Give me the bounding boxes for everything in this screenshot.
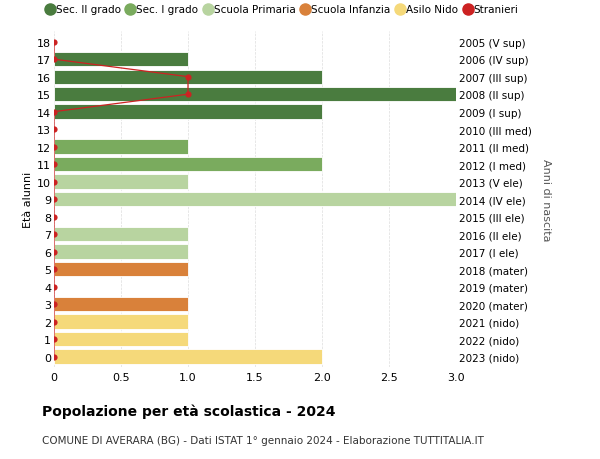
Bar — [54, 332, 188, 347]
Bar — [54, 88, 456, 102]
Bar — [54, 53, 188, 67]
Bar — [54, 245, 188, 259]
Y-axis label: Anni di nascita: Anni di nascita — [541, 158, 551, 241]
Point — [49, 39, 59, 46]
Bar — [54, 175, 188, 190]
Point — [49, 56, 59, 64]
Point — [49, 283, 59, 291]
Point — [49, 266, 59, 273]
Point — [49, 301, 59, 308]
Point — [49, 213, 59, 221]
Bar — [54, 297, 188, 312]
Bar — [54, 140, 188, 155]
Point — [49, 231, 59, 238]
Bar — [54, 157, 322, 172]
Legend: Sec. II grado, Sec. I grado, Scuola Primaria, Scuola Infanzia, Asilo Nido, Stran: Sec. II grado, Sec. I grado, Scuola Prim… — [47, 5, 518, 15]
Text: Popolazione per età scolastica - 2024: Popolazione per età scolastica - 2024 — [42, 403, 335, 418]
Bar — [54, 227, 188, 242]
Bar — [54, 105, 322, 119]
Point — [183, 91, 193, 99]
Bar — [54, 262, 188, 277]
Point — [49, 179, 59, 186]
Bar — [54, 315, 188, 329]
Point — [49, 109, 59, 116]
Point — [49, 318, 59, 325]
Bar — [54, 192, 456, 207]
Point — [49, 126, 59, 134]
Point — [49, 196, 59, 203]
Point — [49, 161, 59, 168]
Bar — [54, 70, 322, 84]
Point — [183, 74, 193, 81]
Point — [49, 336, 59, 343]
Point — [49, 248, 59, 256]
Bar — [54, 350, 322, 364]
Text: COMUNE DI AVERARA (BG) - Dati ISTAT 1° gennaio 2024 - Elaborazione TUTTITALIA.IT: COMUNE DI AVERARA (BG) - Dati ISTAT 1° g… — [42, 435, 484, 445]
Point — [49, 353, 59, 360]
Y-axis label: Età alunni: Età alunni — [23, 172, 33, 228]
Point — [49, 144, 59, 151]
